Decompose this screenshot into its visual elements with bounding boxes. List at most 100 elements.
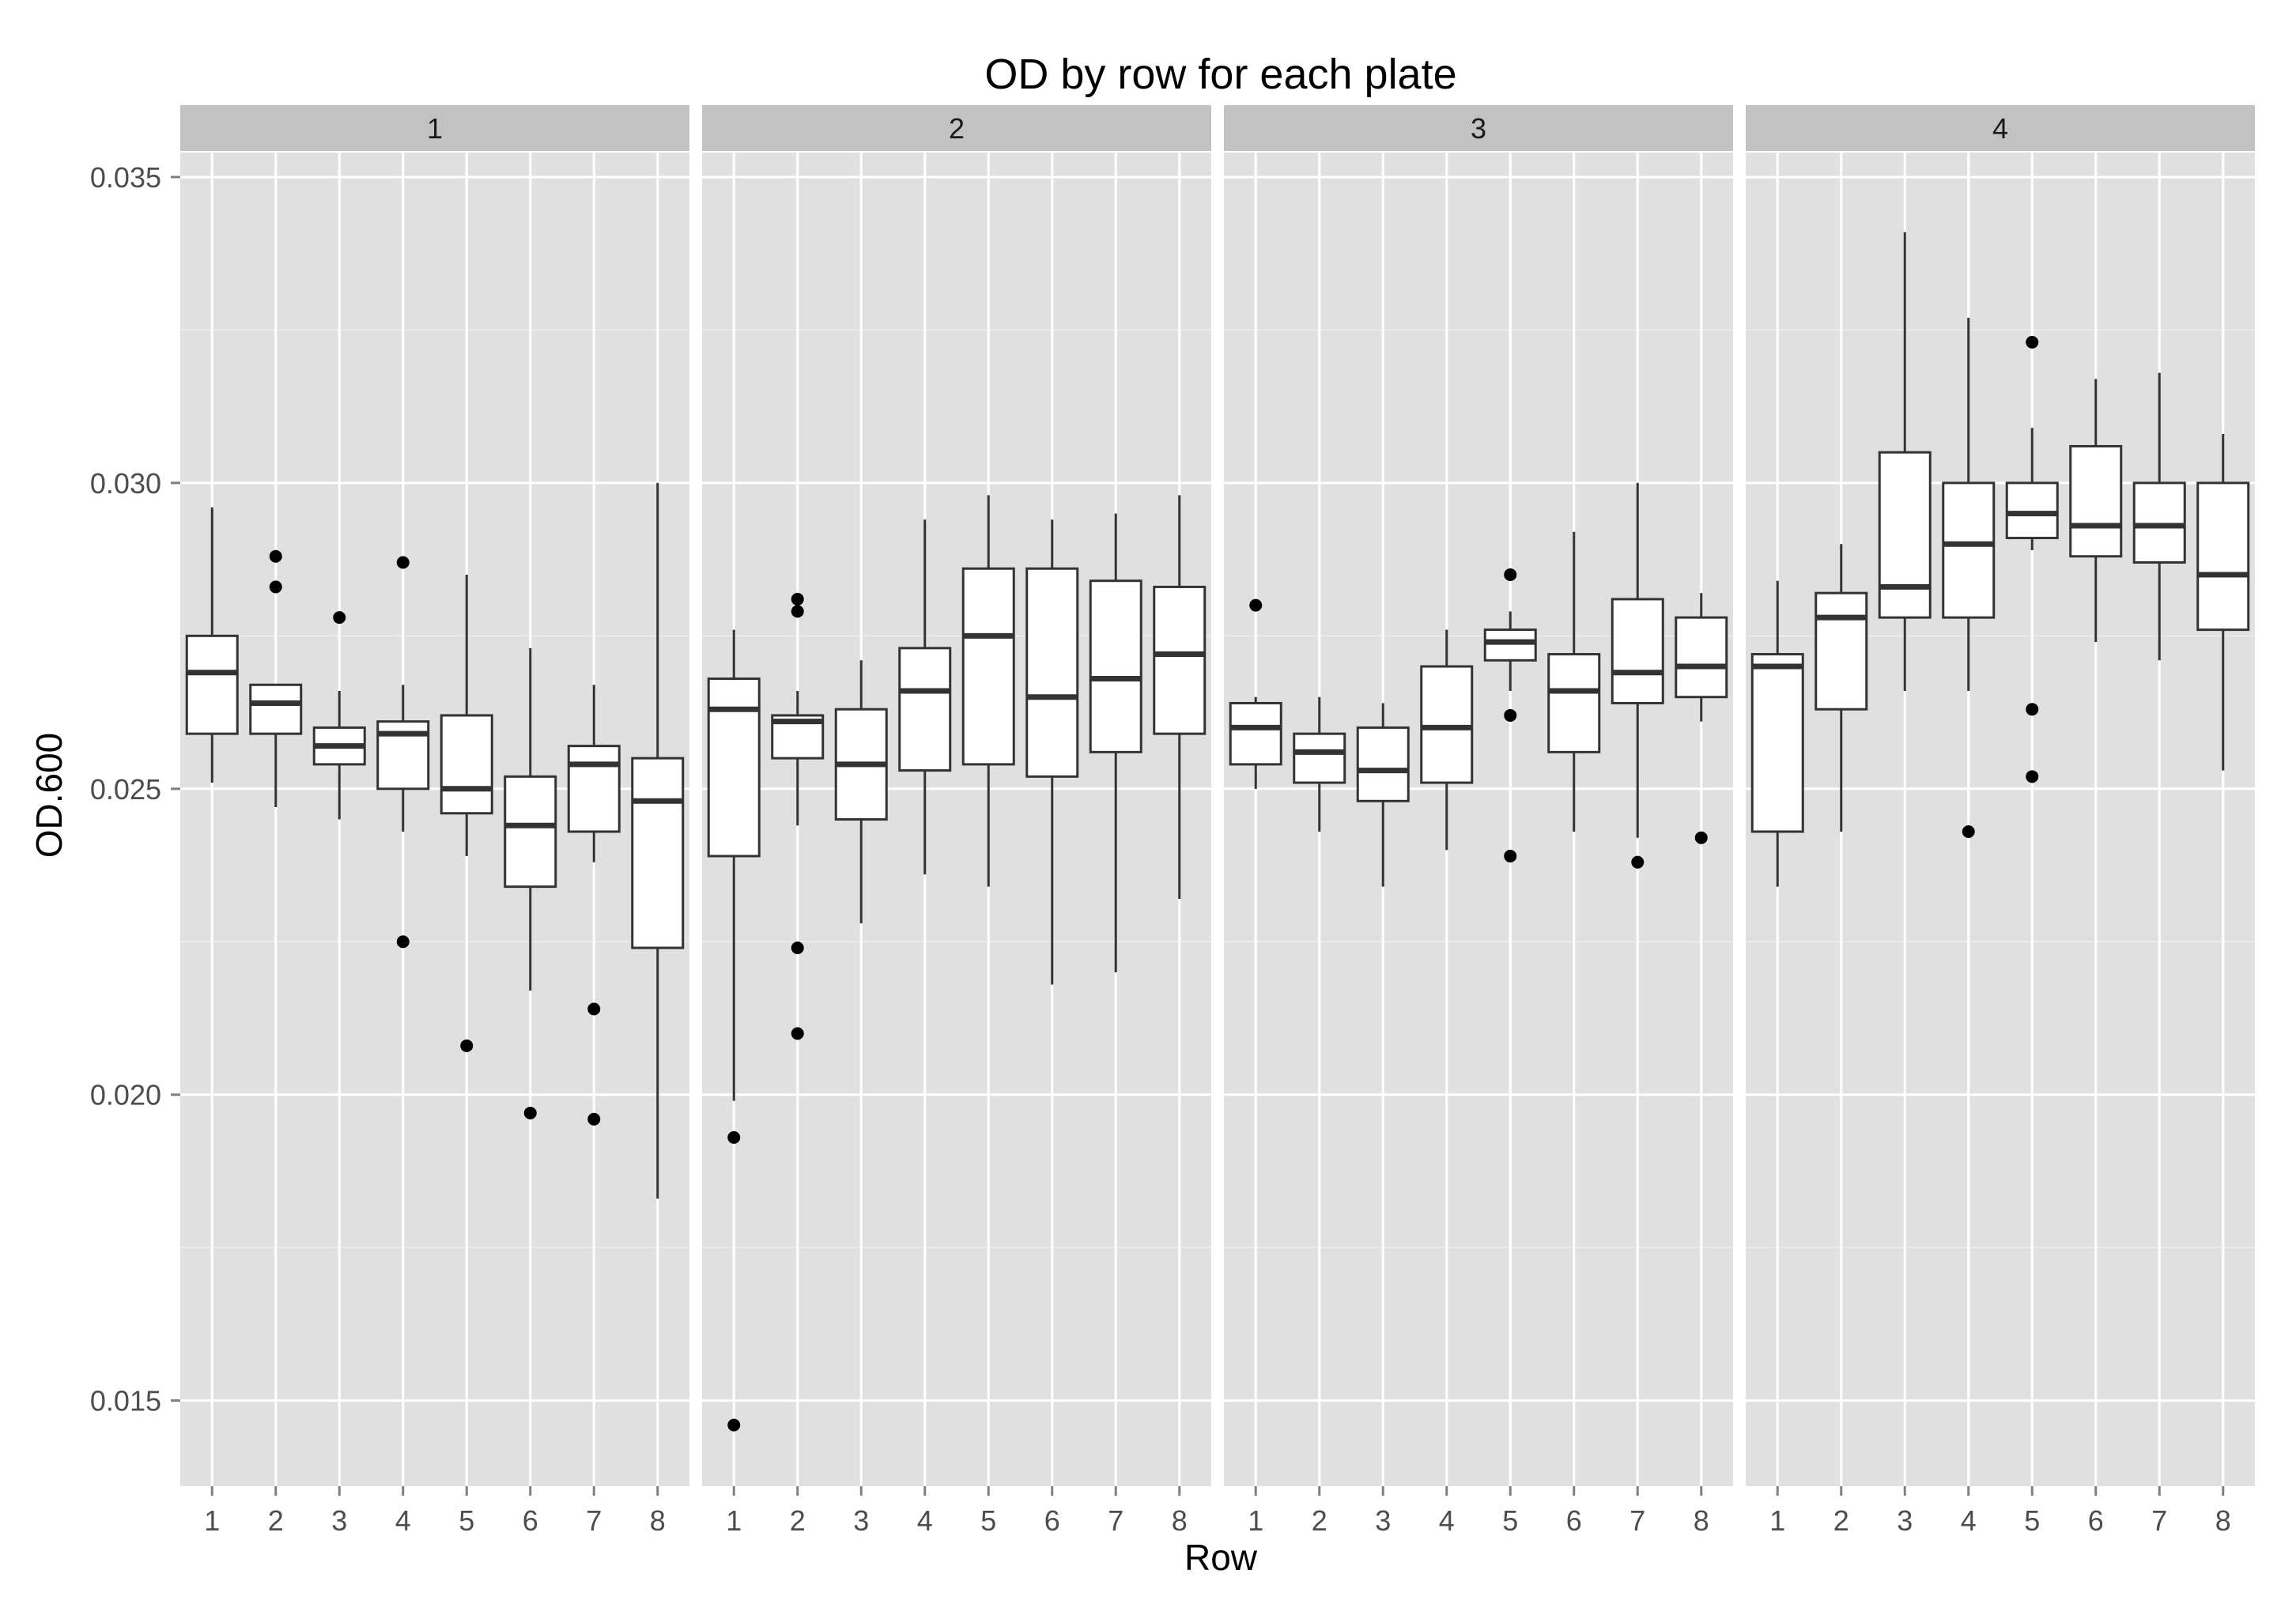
box-body (1815, 591, 1868, 711)
boxplot-row-6 (504, 647, 557, 1119)
boxplot-row-8 (1153, 495, 1207, 900)
boxplot-row-2 (249, 549, 303, 808)
facet-strip-label: 2 (949, 112, 965, 145)
boxplot-row-6 (1025, 519, 1079, 985)
x-tick-label: 3 (331, 1504, 347, 1537)
boxplot-row-8 (631, 482, 685, 1199)
box-body (1025, 567, 1079, 778)
x-tick-label: 5 (2024, 1504, 2040, 1537)
boxplot-row-8 (2196, 433, 2250, 771)
box-body (1420, 665, 1474, 784)
x-tick-label: 1 (1248, 1504, 1263, 1537)
boxplot-row-3 (1356, 703, 1410, 887)
box-body (1483, 628, 1537, 662)
chart-title: OD by row for each plate (984, 51, 1456, 98)
boxplot-row-7 (567, 685, 621, 1126)
boxplot-row-1 (185, 507, 239, 783)
box-body (185, 634, 239, 735)
x-tick-label: 2 (268, 1504, 284, 1537)
x-axis-title: Row (1184, 1537, 1258, 1578)
outlier-point (1504, 849, 1517, 862)
box-body (1611, 598, 1664, 704)
x-tick-label: 6 (2088, 1504, 2104, 1537)
boxplot-row-1 (1750, 580, 1804, 887)
box-body (707, 677, 761, 858)
boxplot-row-4 (1942, 317, 1996, 838)
panel-background (1746, 153, 2255, 1486)
boxplot-row-5 (1483, 568, 1537, 862)
box-body (1750, 653, 1804, 833)
boxplot-row-3 (1878, 232, 1932, 691)
y-axis: 0.015 0.020 0.025 0.030 0.035 (90, 161, 180, 1417)
x-tick-label: 5 (1502, 1504, 1518, 1537)
x-tick-label: 3 (1897, 1504, 1913, 1537)
y-axis-title: OD.600 (28, 733, 70, 859)
x-tick-label: 4 (395, 1504, 411, 1537)
outlier-point (460, 1039, 474, 1052)
outlier-point (791, 592, 804, 606)
box-body (504, 775, 557, 889)
facet-panels: 1 1 2 3 4 5 6 7 8 2 1 2 3 4 5 6 7 8 3 1 2 3 4 5 6 7 8 4 1 2 3 4 5 6 7 8 (180, 105, 2255, 1537)
box-body (1089, 579, 1142, 753)
box-body (2196, 481, 2250, 632)
outlier-point (269, 580, 282, 594)
x-tick-label: 1 (726, 1504, 742, 1537)
outlier-point (2026, 770, 2039, 783)
boxplot-row-7 (1611, 482, 1664, 869)
facet-strip (1746, 105, 2255, 151)
outlier-point (727, 1130, 741, 1144)
outlier-point (396, 556, 410, 569)
x-tick-label: 7 (2151, 1504, 2167, 1537)
outlier-point (587, 1002, 601, 1016)
outlier-point (1631, 855, 1645, 869)
box-body (440, 714, 493, 815)
boxplot-row-7 (1089, 513, 1142, 972)
facet-strip-label: 4 (1992, 112, 2008, 145)
boxplot-row-1 (707, 629, 761, 1432)
facet-strip (1224, 105, 1733, 151)
outlier-point (587, 1112, 601, 1126)
outlier-point (1249, 598, 1263, 612)
x-tick-label: 6 (1566, 1504, 1582, 1537)
boxplot-row-2 (1815, 544, 1868, 832)
box-body (631, 757, 685, 949)
x-tick-label: 3 (1375, 1504, 1391, 1537)
x-tick-label: 2 (790, 1504, 806, 1537)
boxplot-row-5 (440, 574, 493, 1052)
boxplot-row-2 (1293, 696, 1346, 832)
boxplot-row-4 (376, 556, 430, 949)
x-tick-label: 8 (2215, 1504, 2231, 1537)
x-tick-label: 7 (1629, 1504, 1645, 1537)
outlier-point (269, 549, 282, 563)
y-tick-label: 0.030 (90, 467, 161, 500)
boxplot-row-4 (1420, 629, 1474, 851)
facet-panel-1: 1 1 2 3 4 5 6 7 8 (180, 105, 689, 1537)
boxplot-row-8 (1675, 593, 1728, 844)
boxplot-row-7 (2132, 372, 2186, 661)
x-tick-label: 6 (523, 1504, 538, 1537)
outlier-point (791, 942, 804, 955)
outlier-point (333, 611, 346, 625)
facet-panel-3: 3 1 2 3 4 5 6 7 8 (1224, 105, 1733, 1537)
outlier-point (791, 605, 804, 618)
x-tick-label: 4 (1439, 1504, 1455, 1537)
boxplot-row-2 (771, 592, 825, 1040)
boxplot-row-5 (961, 495, 1015, 887)
facet-panel-2: 2 1 2 3 4 5 6 7 8 (702, 105, 1211, 1537)
x-tick-label: 6 (1044, 1504, 1060, 1537)
boxplot-row-3 (834, 660, 888, 924)
x-tick-label: 7 (586, 1504, 602, 1537)
box-body (249, 683, 303, 735)
outlier-point (1504, 708, 1517, 722)
y-tick-label: 0.025 (90, 773, 161, 806)
outlier-point (1504, 568, 1517, 581)
box-body (2005, 481, 2059, 540)
x-tick-label: 2 (1312, 1504, 1327, 1537)
outlier-point (2026, 335, 2039, 349)
x-tick-label: 4 (917, 1504, 933, 1537)
y-tick-label: 0.035 (90, 161, 161, 194)
outlier-point (727, 1418, 741, 1432)
x-tick-label: 2 (1833, 1504, 1849, 1537)
